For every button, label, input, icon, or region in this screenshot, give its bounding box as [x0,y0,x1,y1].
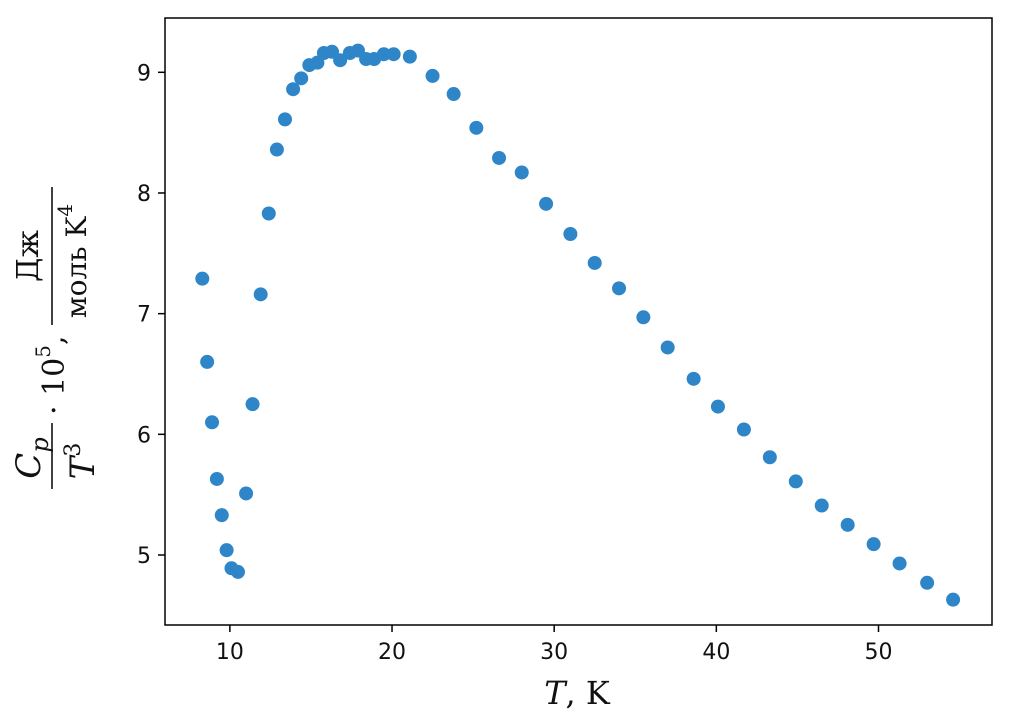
y-tick-label: 8 [137,182,151,207]
data-point [209,471,224,486]
y-tick-label: 6 [137,423,151,448]
data-point [245,397,260,412]
data-point [376,47,391,62]
data-point [425,68,440,83]
svg-text:моль K4: моль K4 [53,204,93,318]
data-point [294,71,309,86]
data-point [762,450,777,465]
y-label-factor-superscript: 5 [31,345,55,358]
y-tick-label: 5 [137,544,151,569]
x-tick-label: 10 [216,640,244,665]
y-label-numerator: C [9,453,49,479]
data-point [539,196,554,211]
x-tick-label: 20 [378,640,406,665]
data-point [253,287,268,302]
data-point [277,112,292,127]
data-point [612,281,627,296]
y-tick-label: 9 [137,61,151,86]
x-tick-label: 50 [864,640,892,665]
data-point [840,517,855,532]
y-label-unit-denominator: моль K [60,216,93,319]
data-point [788,474,803,489]
y-label-denominator-superscript: 3 [61,443,86,457]
ticks: 10 20 30 40 50 5 6 7 8 9 [137,61,892,665]
x-tick-label: 30 [540,640,568,665]
data-point [946,592,961,607]
y-label-unit-numerator: Дж [11,230,46,282]
data-point [660,340,675,355]
svg-text:· 105,: · 105, [31,335,72,415]
data-point [214,508,229,523]
data-point [195,271,210,286]
data-point [492,150,507,165]
data-point [333,53,348,68]
data-point [205,415,220,430]
data-point [200,354,215,369]
data-point [814,498,829,513]
data-point [686,371,701,386]
data-point [402,49,417,64]
data-point [514,165,529,180]
data-point [866,537,881,552]
data-point [587,255,602,270]
x-axis-label: T, K [544,674,611,712]
data-point [636,310,651,325]
x-axis-label-var: T [544,674,568,712]
x-axis-label-unit: , K [566,674,611,712]
data-point [230,564,245,579]
y-tick-label: 7 [137,303,151,328]
y-label-numerator-subscript: p [26,437,54,452]
svg-text:Cp: Cp [9,437,54,478]
y-label-factor: · 10 [37,358,72,415]
y-label-unit-denominator-superscript: 4 [53,204,77,217]
data-point [239,486,254,501]
data-point [469,120,484,135]
data-point [892,556,907,571]
data-point [219,543,234,558]
plot-frame [164,17,993,626]
data-point [563,227,578,242]
data-point [269,142,284,157]
data-point [920,575,935,590]
y-label-denominator: T [63,454,103,479]
y-axis-label: Cp T3 · 105, Дж моль K4 [9,187,103,489]
data-points [195,43,961,607]
data-point [736,422,751,437]
svg-text:T3: T3 [61,443,103,480]
data-point [710,399,725,414]
y-label-separator: , [37,335,72,345]
data-point [446,87,461,102]
data-point [386,47,401,62]
data-point [286,82,301,97]
data-point [261,206,276,221]
x-tick-label: 40 [702,640,730,665]
